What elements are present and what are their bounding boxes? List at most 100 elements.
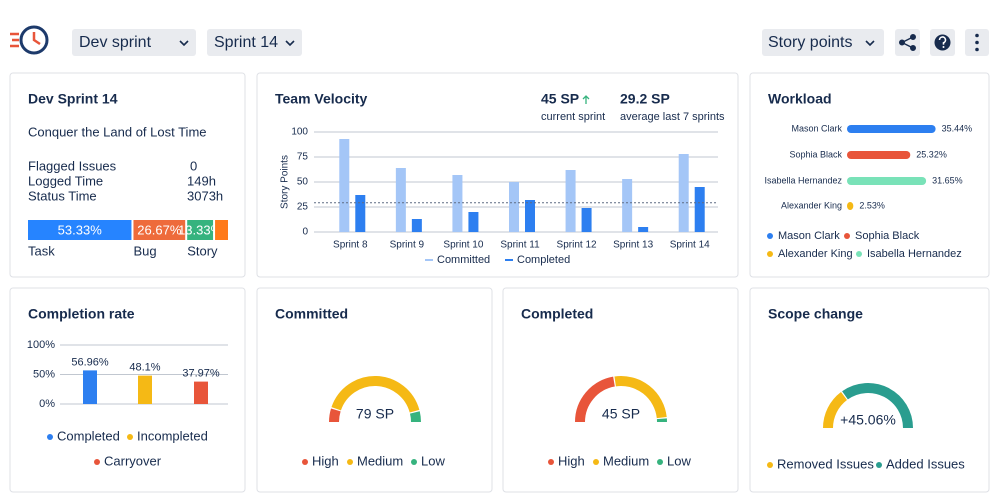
segment <box>28 220 132 240</box>
legend-swatch <box>767 251 773 257</box>
sprint-name: Sprint 14 <box>214 34 278 51</box>
card <box>256 287 493 493</box>
share-icon <box>899 34 917 52</box>
bar <box>194 381 208 404</box>
bar-value: 37.97% <box>182 368 220 380</box>
legend-swatch <box>411 459 417 465</box>
chevron <box>865 40 875 47</box>
legend-label: Carryover <box>104 453 162 468</box>
y-tick-label: 100% <box>27 339 55 351</box>
bar-value: 35.44% <box>942 123 973 133</box>
help-dot <box>942 46 945 48</box>
segment-category: Bug <box>133 243 156 258</box>
card <box>256 72 739 278</box>
legend-swatch <box>856 251 862 257</box>
legend-label: High <box>558 453 585 468</box>
bar <box>395 168 406 232</box>
bar-category: Mason Clark <box>791 123 842 133</box>
help-icon <box>934 34 951 51</box>
bar <box>581 208 592 232</box>
segment-category: Task <box>28 243 55 258</box>
kpi-label: current sprint <box>541 111 605 123</box>
segment-label: 13.33% <box>178 222 223 237</box>
chart-title: Committed <box>275 306 348 322</box>
gauge-segment <box>331 376 420 413</box>
bar <box>847 202 854 210</box>
legend-swatch <box>94 459 100 465</box>
stat-value: 0 <box>190 158 197 173</box>
y-tick-label: 75 <box>297 152 309 163</box>
y-tick-label: 0% <box>39 398 55 410</box>
legend-swatch <box>767 233 773 239</box>
logo <box>10 25 49 55</box>
bar-value: 25.32% <box>916 149 947 159</box>
x-tick-label: Sprint 9 <box>390 240 425 251</box>
legend-label: Alexander King <box>778 248 853 260</box>
x-tick-label: Sprint 10 <box>443 240 483 251</box>
up-arrow <box>582 95 590 104</box>
stat-label: Logged Time <box>28 173 103 188</box>
legend-label: Completed <box>57 428 120 443</box>
card <box>9 287 246 493</box>
kpi-value: 45 SP <box>541 91 579 107</box>
y-tick-label: 100 <box>291 127 308 138</box>
stat-label: Status Time <box>28 188 97 203</box>
gauge-center-label: 79 SP <box>356 406 394 422</box>
bar-value: 48.1% <box>129 362 160 374</box>
card <box>749 72 990 278</box>
bar-category: Isabella Hernandez <box>764 175 842 185</box>
y-tick-label: 50% <box>33 368 55 380</box>
gauge-center-label: +45.06% <box>840 412 896 428</box>
kpi-value: 29.2 SP <box>620 91 670 107</box>
legend-label: Removed Issues <box>777 456 874 471</box>
segment-label: 26.67% <box>137 222 182 237</box>
bar <box>138 375 152 404</box>
legend-label: Sophia Black <box>855 230 920 242</box>
stat-value: 149h <box>187 173 216 188</box>
bar <box>847 177 927 185</box>
chevron <box>179 40 189 47</box>
x-tick-label: Sprint 13 <box>613 240 653 251</box>
chart-title: Completion rate <box>28 306 135 322</box>
segment <box>133 220 186 240</box>
more-icon <box>975 33 979 52</box>
gauge-segment <box>575 376 616 423</box>
chart-title: Scope change <box>768 306 863 322</box>
legend-label: Incompleted <box>137 428 208 443</box>
legend-swatch <box>657 459 663 465</box>
metric-dropdown[interactable] <box>762 29 884 56</box>
card <box>502 287 739 493</box>
legend-label: Medium <box>603 453 649 468</box>
gauge-segment <box>842 383 913 429</box>
y-tick-label: 50 <box>297 177 309 188</box>
board-dropdown[interactable] <box>72 29 196 56</box>
gauge-segment <box>329 408 341 423</box>
kpi-label: average last 7 sprints <box>620 111 725 123</box>
bar <box>468 212 479 232</box>
share-button[interactable] <box>895 29 920 56</box>
x-tick-label: Sprint 11 <box>500 240 540 251</box>
legend-swatch <box>767 462 773 468</box>
legend-swatch <box>127 434 133 440</box>
bar <box>847 151 911 159</box>
x-tick-label: Sprint 14 <box>670 240 710 251</box>
bar-value: 56.96% <box>71 356 109 368</box>
legend-swatch <box>844 233 850 239</box>
segment-label: 53.33% <box>58 222 103 237</box>
bar <box>509 182 519 232</box>
sprint-goal: Conquer the Land of Lost Time <box>28 124 207 139</box>
sprint-dropdown[interactable] <box>207 29 302 56</box>
legend-label: Added Issues <box>886 456 965 471</box>
bar-category: Sophia Black <box>789 149 842 159</box>
legend-label: High <box>312 453 339 468</box>
sprint-title: Dev Sprint 14 <box>28 91 118 107</box>
bar-value: 2.53% <box>859 200 885 210</box>
bar <box>847 125 936 133</box>
bar <box>525 200 535 232</box>
bar <box>83 370 97 404</box>
legend-label: Completed <box>517 254 570 266</box>
stat-label: Flagged Issues <box>28 158 117 173</box>
legend-swatch <box>876 462 882 468</box>
